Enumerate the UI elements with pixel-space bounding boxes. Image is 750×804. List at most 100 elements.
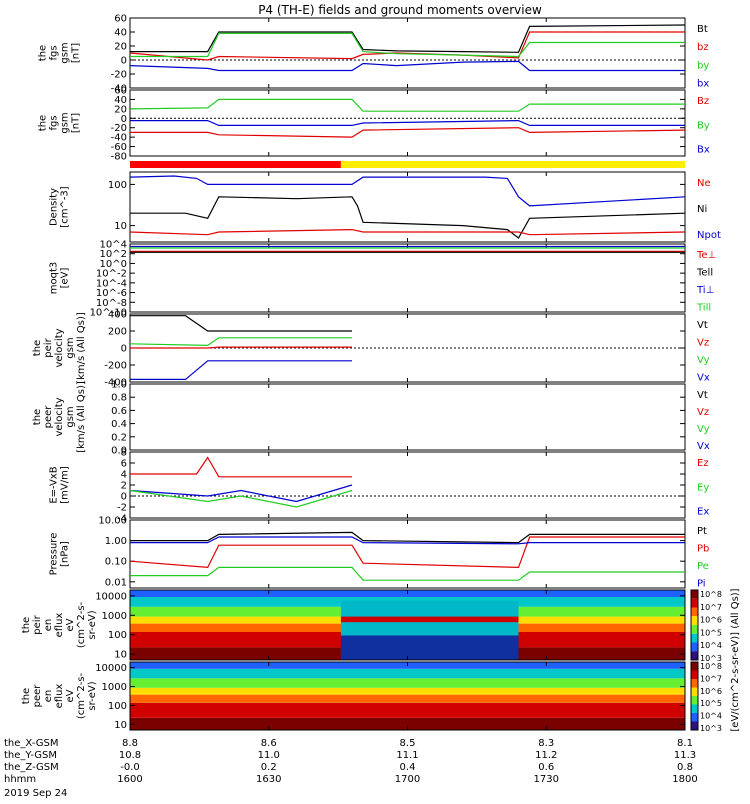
- legend-entry: Vy: [697, 424, 710, 435]
- colorbar-swatch: [691, 607, 698, 617]
- panel-frame: [129, 519, 686, 589]
- y-tick-label: 6: [121, 459, 127, 470]
- spectrogram-band: [130, 687, 685, 695]
- y-tick-label: -60: [111, 142, 127, 153]
- mode-bar-segment: [340, 161, 685, 168]
- colorbar-swatch: [691, 598, 698, 608]
- y-tick-label: 0.8: [111, 393, 127, 404]
- y-axis-label: peer: [43, 405, 54, 429]
- panel-9: 10^8 10^7 10^6 10^5 10^4 10^3 10 100 1000 10000 th…: [21, 589, 722, 663]
- series-line: [129, 337, 352, 347]
- spectrogram-band: [130, 702, 685, 718]
- y-tick-label: 100: [108, 180, 127, 191]
- series-line: [129, 484, 353, 503]
- panel-1: -40 -20 0 20 40 60 the fgs gsm [nT] Bt bz by bx: [38, 14, 710, 95]
- legend-entry: Vy: [697, 355, 710, 366]
- panel-8: 0.01 0.10 1.00 10.00 Pressure [nPa] Pt Pb Pe Pi: [49, 516, 710, 590]
- colorbar-swatch: [691, 662, 698, 671]
- spectrogram-band: [130, 678, 685, 688]
- ephemeris-label: hhmm: [4, 774, 36, 785]
- panel-3: 10 100 Density [cm^-3] Ne Ni Npot: [49, 171, 721, 243]
- y-axis-label: the: [38, 115, 49, 131]
- legend-entry: Ex: [697, 507, 709, 518]
- legend-entry: Ey: [697, 482, 709, 493]
- y-tick-label: 1000: [102, 682, 127, 693]
- ephemeris-value: 8.6: [261, 738, 277, 749]
- colorbar-swatch: [691, 651, 698, 660]
- y-tick-label: 10^-8: [96, 298, 127, 309]
- legend-entry: Tell: [696, 268, 713, 279]
- colorbar-tick-label: 10^3: [700, 724, 722, 733]
- y-axis-label: eV: [65, 618, 76, 631]
- series-line: [130, 119, 685, 127]
- colorbar-swatch: [691, 616, 698, 625]
- y-tick-label: 10: [114, 650, 127, 661]
- y-tick-label: 0.6: [111, 406, 127, 417]
- y-tick-label: 1000: [102, 611, 127, 622]
- ephemeris-label: the_X-GSM: [4, 738, 58, 749]
- y-tick-label: 10000: [95, 663, 127, 674]
- spectrogram-band: [340, 616, 519, 623]
- ephemeris-value: 1800: [672, 774, 697, 785]
- colorbar-swatch: [691, 713, 698, 722]
- y-axis-label: [km/s (All Qs)]: [76, 312, 87, 384]
- y-axis-label: the: [32, 340, 43, 356]
- y-tick-label: 10.00: [98, 516, 127, 527]
- colorbar-swatch: [691, 687, 698, 696]
- y-tick-label: 60: [114, 86, 127, 97]
- colorbar-tick-label: 10^3: [700, 654, 722, 663]
- ephemeris-value: 0.6: [538, 762, 554, 773]
- y-tick-label: 40: [114, 28, 127, 39]
- colorbar: 10^8 10^7 10^6 10^5 10^4 10^3: [690, 661, 722, 733]
- y-tick-label: 40: [114, 95, 127, 106]
- y-tick-label: 10^2: [100, 249, 127, 260]
- y-tick-label: -200: [104, 361, 127, 372]
- legend-entry: Ne: [697, 178, 711, 189]
- y-axis-label: Density: [49, 188, 60, 226]
- plot-date: 2019 Sep 24: [4, 788, 67, 799]
- ephemeris-value: 11.1: [396, 750, 418, 761]
- spectrogram-band: [130, 694, 685, 703]
- series-line: [129, 31, 685, 61]
- colorbar-swatch: [691, 670, 698, 679]
- y-tick-label: 10^-6: [96, 288, 127, 299]
- colorbar-tick-label: 10^7: [700, 603, 722, 612]
- y-axis-label: [nT]: [71, 43, 82, 63]
- legend-entry: Till: [696, 303, 711, 314]
- y-tick-label: 400: [108, 310, 127, 321]
- ephemeris-value: 1700: [395, 774, 420, 785]
- legend-entry: Te⊥: [696, 250, 716, 261]
- y-axis-label: velocity: [54, 397, 65, 436]
- y-axis-label: peir: [32, 614, 43, 634]
- y-axis-label: sr-eV): [87, 610, 98, 639]
- y-tick-label: 0: [121, 56, 127, 67]
- y-axis-label: the: [21, 617, 32, 633]
- ephemeris-value: -0.0: [120, 762, 140, 773]
- y-axis-label: [nPa]: [60, 541, 71, 567]
- y-axis-label: [eV]: [60, 268, 71, 289]
- colorbar-swatch: [691, 642, 698, 652]
- y-tick-label: 0: [121, 114, 127, 125]
- series-line: [130, 24, 686, 53]
- y-axis-label: E=-VxB: [49, 466, 60, 503]
- y-tick-label: 8: [121, 448, 127, 459]
- y-tick-label: 0.4: [111, 419, 127, 430]
- series-line: [130, 360, 352, 380]
- colorbar-tick-label: 10^5: [700, 699, 722, 708]
- y-axis-label: eflux: [54, 684, 65, 709]
- y-axis-label: en: [43, 690, 54, 703]
- ephemeris-label: the_Z-GSM: [4, 762, 59, 773]
- legend-entry: Ni: [697, 204, 707, 215]
- y-axis-label: gsm: [65, 406, 76, 427]
- colorbar-tick-label: 10^7: [700, 674, 722, 683]
- y-axis-label: the: [32, 409, 43, 425]
- y-tick-label: 2: [121, 481, 127, 492]
- y-axis-label: peir: [43, 337, 54, 357]
- colorbar-label: [eV/(cm^2-s-sr-eV)] (All Qs)]: [730, 588, 741, 731]
- y-tick-label: 0.01: [105, 577, 127, 588]
- ephemeris-value: 11.0: [258, 750, 280, 761]
- ephemeris-value: 0.4: [400, 762, 416, 773]
- colorbar-tick-label: 10^5: [700, 628, 722, 637]
